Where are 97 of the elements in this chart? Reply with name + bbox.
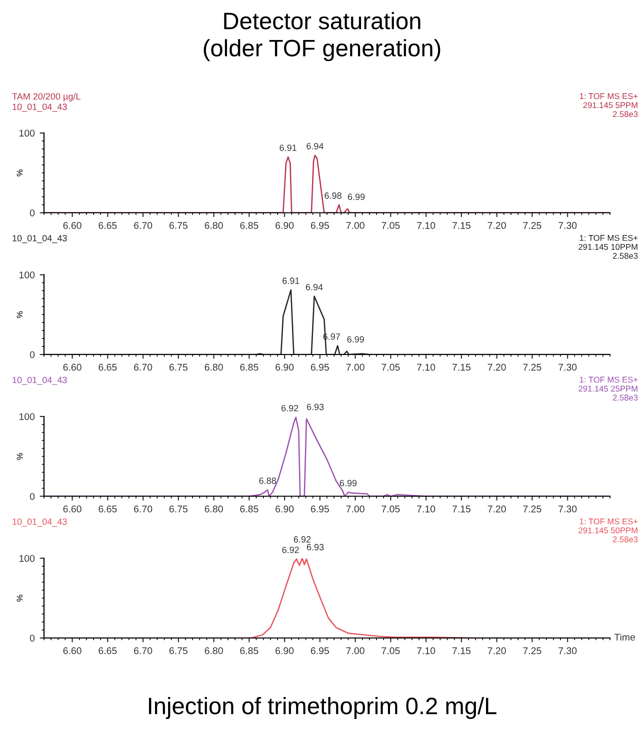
y-tick-label: 0 [30,351,35,358]
chart-subtitle: 1: TOF MS ES+ 291.145 5PPM 2.58e3 [580,93,638,118]
y-tick-label: 100 [19,130,35,137]
x-tick-label: 7.20 [488,647,506,654]
chart-title: 10_01_04_43 [12,376,67,385]
x-tick-label: 7.20 [488,506,506,512]
x-tick-label: 7.00 [346,364,364,371]
annotation: 6.93 [306,544,324,550]
x-tick-label: 6.80 [204,364,223,371]
x-tick-label: 7.05 [382,506,400,512]
x-tick-label: 6.90 [276,364,294,371]
annotation: 6.92 [282,404,298,412]
x-tick-label: 7.15 [452,222,470,229]
y-axis-title: % [16,311,23,318]
x-tick-label: 7.30 [558,647,577,654]
x-tick-label: 6.80 [204,506,223,512]
x-tick-label: 7.10 [417,364,436,371]
x-tick-label: 7.10 [417,506,436,512]
y-axis-title: % [16,169,23,176]
annotation: 6.99 [340,480,357,486]
x-axis-title: Time [614,633,635,641]
x-tick-label: 7.25 [523,647,542,654]
chart-subtitle: 1: TOF MS ES+ 291.145 25PPM 2.58e3 [578,376,638,401]
x-tick-label: 6.90 [276,506,294,512]
x-tick-label: 6.70 [134,364,152,371]
annotation: 6.94 [306,284,323,290]
x-tick-label: 7.05 [382,647,400,654]
chart-title: 10_01_04_43 [12,518,67,527]
y-axis-title: % [16,452,23,460]
x-tick-label: 6.95 [310,222,329,229]
annotation: 6.91 [280,144,296,151]
y-tick-label: 0 [30,634,35,642]
chart-subtitle: 1: TOF MS ES+ 291.145 10PPM 2.58e3 [578,234,638,259]
x-tick-label: 6.80 [204,647,223,654]
x-tick-label: 7.00 [346,506,364,512]
annotation: 6.94 [306,142,324,150]
x-tick-label: 7.30 [558,506,577,512]
x-tick-label: 7.00 [346,647,364,654]
x-tick-label: 7.05 [382,222,400,229]
x-tick-label: 6.75 [169,647,188,654]
annotation: 6.91 [282,278,300,284]
x-tick-label: 6.95 [310,364,329,371]
y-tick-label: 100 [19,554,35,562]
x-tick-label: 6.65 [98,222,117,229]
x-tick-label: 7.10 [417,647,436,654]
chart-title: 10_01_04_43 [12,234,67,244]
x-tick-label: 7.25 [523,364,542,371]
x-tick-label: 7.25 [523,222,542,229]
x-tick-label: 7.15 [452,364,470,371]
x-tick-label: 6.75 [169,506,188,512]
annotation: 6.93 [306,404,324,410]
x-tick-label: 6.70 [134,506,152,512]
annotation: 6.88 [259,478,276,484]
y-tick-label: 100 [19,271,35,278]
annotation: 6.92 [282,546,299,554]
annotation: 6.92 [294,536,311,543]
x-tick-label: 6.70 [134,222,152,229]
x-tick-label: 6.75 [169,364,188,371]
x-tick-label: 6.75 [169,222,188,229]
text: Injection of trimethoprim 0.2 mg/L [149,696,496,719]
x-tick-label: 7.30 [558,364,577,371]
x-tick-label: 7.05 [382,364,400,371]
x-tick-label: 6.80 [204,222,223,229]
x-tick-label: 6.60 [63,647,82,654]
x-tick-label: 6.85 [240,364,258,371]
x-tick-label: 6.95 [310,647,329,654]
x-tick-label: 6.95 [310,506,329,512]
x-tick-label: 7.20 [488,364,506,371]
x-tick-label: 7.25 [523,506,542,512]
x-tick-label: 6.60 [63,506,82,512]
y-tick-label: 0 [30,209,35,216]
x-tick-label: 7.30 [558,222,577,229]
annotation: 6.99 [348,194,365,200]
y-tick-label: 0 [30,492,35,500]
x-tick-label: 6.90 [276,222,294,229]
x-tick-label: 7.15 [452,647,470,654]
x-tick-label: 7.10 [417,222,436,229]
chart-subtitle: 1: TOF MS ES+ 291.145 50PPM 2.58e3 [578,518,638,542]
x-tick-label: 6.85 [240,222,258,229]
y-tick-label: 100 [19,413,35,420]
x-tick-label: 6.65 [98,506,117,512]
x-tick-label: 6.70 [134,647,152,654]
annotation: 6.99 [347,336,364,343]
x-tick-label: 6.60 [63,364,82,371]
text: Detector saturation (older TOF generation) [204,12,440,62]
y-axis-title: % [16,594,23,602]
x-tick-label: 6.65 [98,364,117,371]
x-tick-label: 7.00 [346,222,364,229]
annotation: 6.98 [324,192,342,199]
x-tick-label: 7.15 [452,506,470,512]
x-tick-label: 6.85 [240,647,258,654]
chart-title: TAM 20/200 µg/L 10_01_04_43 [12,93,80,112]
x-tick-label: 6.60 [63,222,82,229]
x-tick-label: 6.85 [240,506,258,512]
x-tick-label: 6.90 [276,647,294,654]
x-tick-label: 7.20 [488,222,506,229]
x-tick-label: 6.65 [98,647,117,654]
